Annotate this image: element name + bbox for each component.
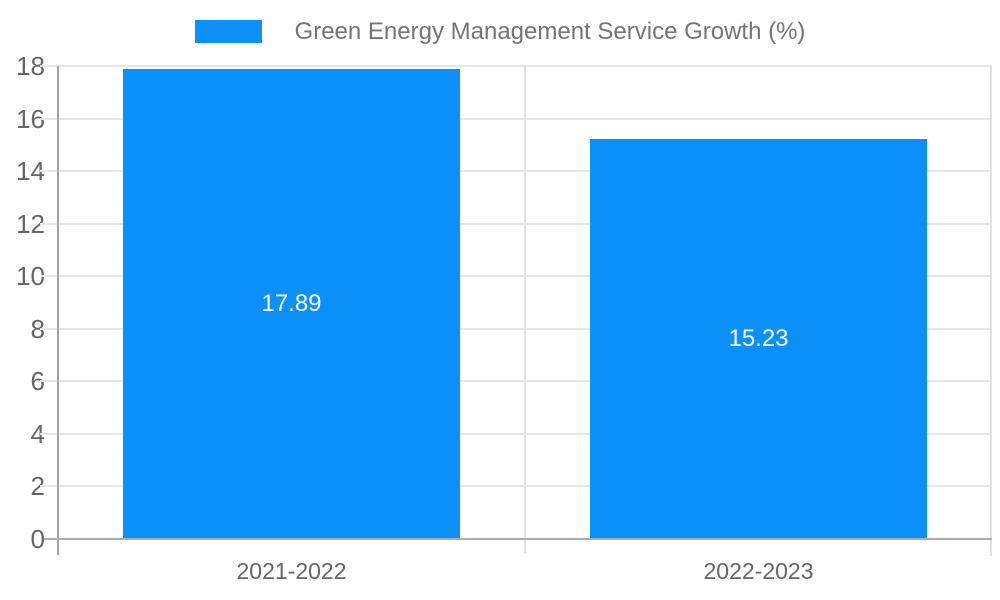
y-tick-label-12: 12 <box>16 208 45 239</box>
category-divider <box>524 66 526 553</box>
y-tick-mark-6 <box>40 380 58 383</box>
plot-right-border <box>990 66 992 556</box>
y-tick-mark-16 <box>40 117 58 120</box>
y-axis-line <box>57 66 59 555</box>
y-tick-label-18: 18 <box>16 51 45 81</box>
y-tick-label-0: 0 <box>30 524 45 554</box>
y-tick-mark-4 <box>40 432 58 435</box>
chart-legend: Green Energy Management Service Growth (… <box>0 18 1000 45</box>
bar-2021-2022: 17.89 <box>123 68 460 539</box>
bar-value-label: 17.89 <box>261 289 322 317</box>
y-tick-mark-14 <box>40 170 58 173</box>
y-tick-label-6: 6 <box>30 366 45 397</box>
y-tick-label-10: 10 <box>16 261 45 292</box>
legend-swatch <box>194 20 262 43</box>
y-tick-mark-10 <box>40 275 58 278</box>
bar-value-label: 15.23 <box>728 324 789 352</box>
y-tick-mark-0 <box>44 538 58 540</box>
x-axis-label-2022-2023: 2022-2023 <box>703 558 814 584</box>
plot-area: 17.89 15.23 <box>52 65 992 556</box>
legend-label: Green Energy Management Service Growth (… <box>294 17 806 45</box>
y-tick-label-8: 8 <box>30 313 45 344</box>
y-tick-mark-18 <box>40 65 58 67</box>
y-tick-label-14: 14 <box>16 156 45 187</box>
y-tick-mark-2 <box>40 485 58 488</box>
y-tick-mark-12 <box>40 222 58 225</box>
x-axis-label-2021-2022: 2021-2022 <box>236 558 347 584</box>
y-tick-label-16: 16 <box>16 103 45 134</box>
x-axis-baseline <box>52 538 992 540</box>
y-tick-label-2: 2 <box>30 471 45 502</box>
y-tick-label-4: 4 <box>30 418 45 449</box>
y-tick-mark-8 <box>40 327 58 330</box>
bar-2022-2023: 15.23 <box>590 138 927 539</box>
